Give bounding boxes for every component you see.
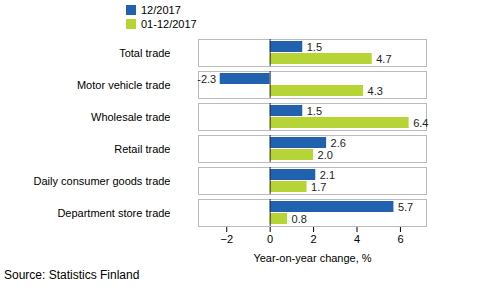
- svg-text:1.7: 1.7: [311, 181, 326, 193]
- svg-text:Wholesale trade: Wholesale trade: [91, 111, 171, 123]
- html-text:12/2017: 12/2017: [141, 4, 181, 16]
- html-text:Source: Statistics Finland: Source: Statistics Finland: [4, 268, 140, 282]
- svg-text:6.4: 6.4: [413, 117, 428, 129]
- svg-text:4.3: 4.3: [368, 85, 383, 97]
- svg-text:5.7: 5.7: [398, 201, 413, 213]
- html-text:01-12/2017: 01-12/2017: [141, 18, 197, 30]
- svg-text:4.7: 4.7: [376, 53, 391, 65]
- svg-text:2.1: 2.1: [320, 169, 335, 181]
- svg-text:1.5: 1.5: [307, 105, 322, 117]
- svg-text:6: 6: [397, 233, 403, 245]
- svg-text:1.5: 1.5: [307, 41, 322, 53]
- svg-text:0: 0: [267, 233, 273, 245]
- svg-text:Daily consumer goods trade: Daily consumer goods trade: [34, 175, 171, 187]
- svg-text:0.8: 0.8: [292, 213, 307, 225]
- svg-text:Year-on-year change, %: Year-on-year change, %: [253, 252, 371, 264]
- svg-text:2.0: 2.0: [318, 149, 333, 161]
- svg-text:-2.3: -2.3: [197, 73, 216, 85]
- svg-text:Retail trade: Retail trade: [114, 143, 170, 155]
- svg-text:2.6: 2.6: [331, 137, 346, 149]
- svg-text:Motor vehicle trade: Motor vehicle trade: [77, 79, 171, 91]
- svg-text:2: 2: [311, 233, 317, 245]
- svg-text:−2: −2: [220, 233, 233, 245]
- svg-text:Total trade: Total trade: [119, 47, 170, 59]
- svg-text:4: 4: [354, 233, 360, 245]
- svg-text:Department store trade: Department store trade: [57, 207, 170, 219]
